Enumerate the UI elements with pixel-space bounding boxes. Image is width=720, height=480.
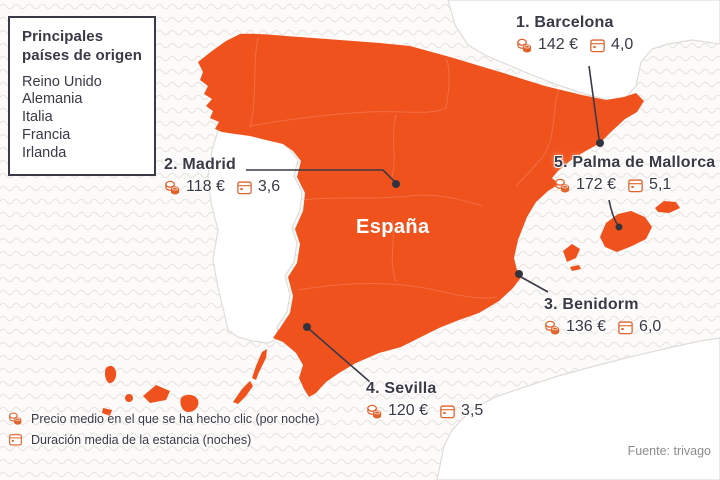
city-nights: 4,0 <box>611 36 634 53</box>
marker-palma <box>615 223 623 231</box>
canary-islands <box>102 349 267 416</box>
marker-barcelona <box>596 139 604 147</box>
calendar-icon <box>8 432 23 447</box>
origin-country: Reino Unido <box>22 73 102 90</box>
origin-country-list: Reino Unido Alemania Italia Francia Irla… <box>22 74 142 163</box>
marker-sevilla <box>303 323 311 331</box>
connector-palma <box>608 199 618 225</box>
city-stats: 142 € 4,0 <box>516 36 633 54</box>
city-markers <box>303 139 623 331</box>
city-name: 4. Sevilla <box>366 380 437 397</box>
marker-madrid <box>392 180 400 188</box>
city-price: 120 € <box>388 402 429 419</box>
legend-price-label: Precio medio en el que se ha hecho clic … <box>31 411 320 426</box>
spain-mainland <box>198 33 644 397</box>
calendar-icon <box>236 179 253 196</box>
marker-benidorm <box>515 270 523 278</box>
city-nights: 5,1 <box>649 176 672 193</box>
legend-duration-row: Duración media de la estancia (noches) <box>8 429 319 450</box>
city-price: 172 € <box>576 176 617 193</box>
coins-icon <box>366 403 383 420</box>
africa-landmass <box>436 337 720 480</box>
country-label-espana: España <box>356 216 430 238</box>
city-name: 2. Madrid <box>164 156 237 173</box>
city-stats: 118 € 3,6 <box>164 178 280 196</box>
coins-icon <box>544 319 561 336</box>
connector-sevilla <box>308 328 371 383</box>
island-formentera <box>570 265 581 271</box>
balearic-islands <box>563 201 680 271</box>
city-label-benidorm: 3. Benidorm 136 € 6,0 <box>544 296 661 336</box>
legend-price-row: Precio medio en el que se ha hecho clic … <box>8 408 319 429</box>
city-stats: 120 € 3,5 <box>366 402 483 420</box>
coins-icon <box>516 37 533 54</box>
legend: Precio medio en el que se ha hecho clic … <box>8 408 319 450</box>
connector-barcelona <box>588 65 600 140</box>
connector-benidorm <box>520 276 549 293</box>
city-price: 136 € <box>566 318 607 335</box>
calendar-icon <box>617 319 634 336</box>
connector-lines <box>246 65 618 383</box>
island-mallorca <box>600 211 652 252</box>
city-stats: 136 € 6,0 <box>544 318 661 336</box>
city-nights: 6,0 <box>639 318 662 335</box>
city-name: 5. Palma de Mallorca <box>554 154 716 171</box>
region-borders <box>249 37 561 299</box>
origin-country: Irlanda <box>22 144 67 161</box>
origin-country: Francia <box>22 126 71 143</box>
city-name: 3. Benidorm <box>544 296 639 313</box>
city-price: 142 € <box>538 36 579 53</box>
origin-box-title: Principales países de origen <box>22 28 142 64</box>
origin-countries-box: Principales países de origen Reino Unido… <box>8 16 156 177</box>
calendar-icon <box>439 403 456 420</box>
island-ibiza <box>563 244 580 262</box>
city-nights: 3,6 <box>257 178 281 195</box>
coins-icon <box>8 411 23 426</box>
city-label-madrid: 2. Madrid 118 € 3,6 <box>164 156 280 196</box>
legend-duration-label: Duración media de la estancia (noches) <box>31 432 252 447</box>
city-name: 1. Barcelona <box>516 14 614 31</box>
city-price: 118 € <box>186 178 225 195</box>
calendar-icon <box>627 177 644 194</box>
coins-icon <box>554 177 571 194</box>
origin-country: Italia <box>22 109 53 126</box>
portugal-landmass <box>207 127 303 344</box>
source-attribution: Fuente: trivago <box>627 444 711 458</box>
origin-country: Alemania <box>22 91 83 108</box>
coins-icon <box>164 179 181 196</box>
island-menorca <box>655 201 680 213</box>
city-label-palma-de-mallorca: 5. Palma de Mallorca 172 € 5,1 <box>554 154 715 194</box>
city-stats: 172 € 5,1 <box>554 176 715 194</box>
city-label-sevilla: 4. Sevilla 120 € 3,5 <box>366 380 483 420</box>
city-label-barcelona: 1. Barcelona 142 € 4,0 <box>516 14 633 54</box>
calendar-icon <box>589 37 606 54</box>
city-nights: 3,5 <box>461 402 484 419</box>
connector-madrid <box>246 169 396 183</box>
